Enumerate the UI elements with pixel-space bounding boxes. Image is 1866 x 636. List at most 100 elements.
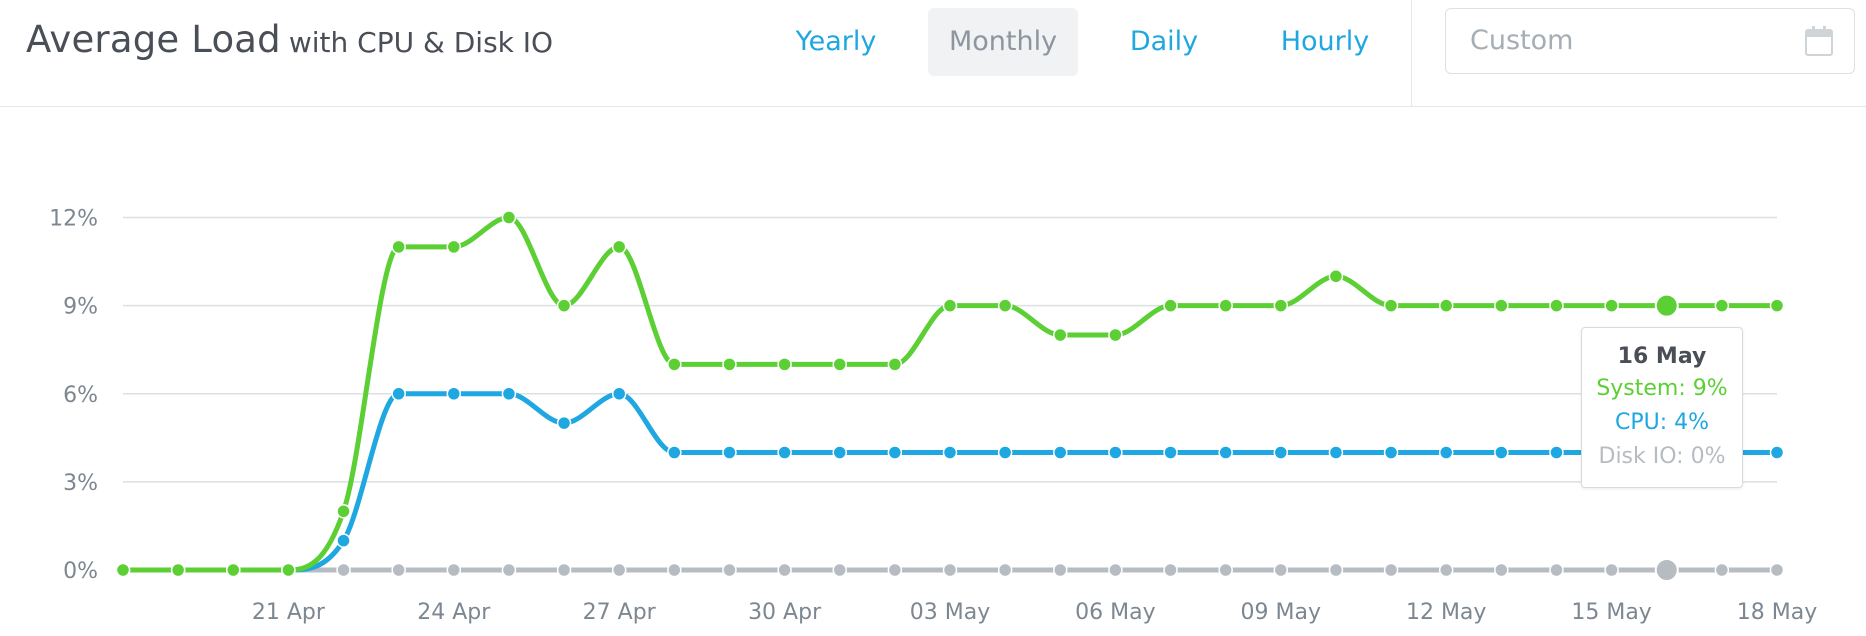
- data-point-disk-io[interactable]: [1273, 562, 1289, 578]
- data-point-system[interactable]: [611, 239, 627, 255]
- data-point-system[interactable]: [556, 298, 572, 313]
- chart-title-main: Average Load: [26, 18, 281, 61]
- data-point-cpu[interactable]: [391, 386, 406, 401]
- data-point-cpu[interactable]: [336, 533, 351, 548]
- data-point-cpu[interactable]: [1769, 445, 1785, 460]
- range-daily-button[interactable]: Daily: [1129, 26, 1199, 57]
- data-point-cpu[interactable]: [942, 445, 958, 460]
- data-point-system[interactable]: [1714, 298, 1730, 313]
- chart-header: Average Load with CPU & Disk IO Yearly Mo…: [0, 0, 1866, 107]
- data-point-cpu[interactable]: [1163, 445, 1178, 460]
- data-point-disk-io[interactable]: [942, 562, 958, 578]
- data-point-system[interactable]: [1108, 327, 1123, 343]
- data-point-system[interactable]: [501, 210, 517, 225]
- data-point-system[interactable]: [1438, 298, 1454, 313]
- data-point-system[interactable]: [1654, 293, 1679, 318]
- data-point-cpu[interactable]: [887, 445, 903, 460]
- data-point-disk-io[interactable]: [1714, 562, 1730, 578]
- data-point-cpu[interactable]: [1438, 445, 1454, 460]
- data-point-cpu[interactable]: [1053, 445, 1068, 460]
- data-point-cpu[interactable]: [611, 386, 627, 401]
- data-point-cpu[interactable]: [501, 386, 517, 401]
- data-point-cpu[interactable]: [997, 445, 1013, 460]
- data-point-cpu[interactable]: [722, 445, 737, 460]
- y-tick-label: 0%: [63, 559, 98, 584]
- data-point-system[interactable]: [942, 298, 958, 313]
- calendar-icon[interactable]: [1804, 25, 1834, 57]
- data-point-disk-io[interactable]: [832, 562, 847, 578]
- data-point-system[interactable]: [336, 504, 351, 519]
- data-point-disk-io[interactable]: [1549, 562, 1564, 578]
- data-point-cpu[interactable]: [832, 445, 847, 460]
- data-point-system[interactable]: [1494, 298, 1509, 313]
- data-point-system[interactable]: [832, 357, 847, 372]
- data-point-system[interactable]: [887, 357, 903, 372]
- data-point-cpu[interactable]: [1494, 445, 1509, 460]
- data-point-system[interactable]: [281, 562, 296, 578]
- data-point-cpu[interactable]: [1549, 445, 1564, 460]
- data-point-disk-io[interactable]: [611, 562, 627, 578]
- range-monthly-button[interactable]: Monthly: [928, 8, 1078, 76]
- data-point-cpu[interactable]: [446, 386, 462, 401]
- data-point-system[interactable]: [1053, 327, 1068, 343]
- data-point-disk-io[interactable]: [722, 562, 737, 578]
- x-tick-label: 27 Apr: [583, 600, 657, 625]
- data-point-system[interactable]: [170, 562, 186, 578]
- data-point-disk-io[interactable]: [1328, 562, 1344, 578]
- data-point-disk-io[interactable]: [1769, 562, 1785, 578]
- data-point-disk-io[interactable]: [777, 562, 792, 578]
- x-tick-label: 24 Apr: [417, 600, 491, 625]
- range-yearly-button[interactable]: Yearly: [795, 26, 877, 57]
- data-point-cpu[interactable]: [667, 445, 682, 460]
- data-point-system[interactable]: [1769, 298, 1785, 313]
- data-point-cpu[interactable]: [1108, 445, 1123, 460]
- data-point-disk-io[interactable]: [1654, 558, 1679, 582]
- data-point-cpu[interactable]: [1218, 445, 1233, 460]
- range-hourly-button[interactable]: Hourly: [1280, 26, 1370, 57]
- y-tick-label: 9%: [63, 295, 98, 320]
- data-point-system[interactable]: [1218, 298, 1233, 313]
- y-tick-label: 12%: [49, 207, 98, 232]
- data-point-disk-io[interactable]: [1494, 562, 1509, 578]
- data-point-disk-io[interactable]: [1383, 562, 1399, 578]
- data-point-cpu[interactable]: [1383, 445, 1399, 460]
- custom-date-placeholder: Custom: [1470, 25, 1574, 56]
- data-point-system[interactable]: [1383, 298, 1399, 313]
- data-point-system[interactable]: [667, 357, 682, 372]
- data-point-system[interactable]: [115, 562, 131, 578]
- data-point-system[interactable]: [226, 562, 241, 578]
- data-point-cpu[interactable]: [556, 415, 572, 431]
- data-point-system[interactable]: [722, 357, 737, 372]
- x-tick-label: 12 May: [1406, 600, 1486, 625]
- data-point-system[interactable]: [1328, 269, 1344, 284]
- data-point-disk-io[interactable]: [1218, 562, 1233, 578]
- data-point-disk-io[interactable]: [446, 562, 462, 578]
- custom-date-input[interactable]: Custom: [1445, 8, 1855, 74]
- data-point-disk-io[interactable]: [391, 562, 406, 578]
- data-point-disk-io[interactable]: [1053, 562, 1068, 578]
- y-tick-label: 3%: [63, 471, 98, 496]
- data-point-system[interactable]: [777, 357, 792, 372]
- data-point-system[interactable]: [997, 298, 1013, 313]
- chart-tooltip: 16 May System: 9% CPU: 4% Disk IO: 0%: [1581, 327, 1743, 488]
- data-point-system[interactable]: [1604, 298, 1619, 313]
- x-tick-label: 09 May: [1241, 600, 1321, 625]
- data-point-system[interactable]: [1273, 298, 1289, 313]
- data-point-cpu[interactable]: [777, 445, 792, 460]
- data-point-disk-io[interactable]: [1108, 562, 1123, 578]
- data-point-disk-io[interactable]: [1604, 562, 1619, 578]
- data-point-disk-io[interactable]: [501, 562, 517, 578]
- data-point-system[interactable]: [446, 239, 462, 255]
- data-point-system[interactable]: [1163, 298, 1178, 313]
- data-point-system[interactable]: [391, 239, 406, 255]
- data-point-disk-io[interactable]: [1438, 562, 1454, 578]
- data-point-disk-io[interactable]: [336, 562, 351, 578]
- data-point-cpu[interactable]: [1273, 445, 1289, 460]
- data-point-system[interactable]: [1549, 298, 1564, 313]
- data-point-disk-io[interactable]: [1163, 562, 1178, 578]
- data-point-disk-io[interactable]: [667, 562, 682, 578]
- data-point-disk-io[interactable]: [556, 562, 572, 578]
- data-point-disk-io[interactable]: [887, 562, 903, 578]
- data-point-cpu[interactable]: [1328, 445, 1344, 460]
- data-point-disk-io[interactable]: [997, 562, 1013, 578]
